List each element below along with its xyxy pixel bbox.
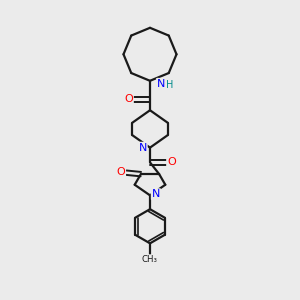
Text: O: O xyxy=(124,94,133,104)
Text: N: N xyxy=(139,142,147,153)
Text: O: O xyxy=(116,167,125,177)
Text: O: O xyxy=(167,157,176,167)
Text: N: N xyxy=(152,189,160,199)
Text: CH₃: CH₃ xyxy=(142,255,158,264)
Text: N: N xyxy=(157,79,165,89)
Text: H: H xyxy=(166,80,173,90)
